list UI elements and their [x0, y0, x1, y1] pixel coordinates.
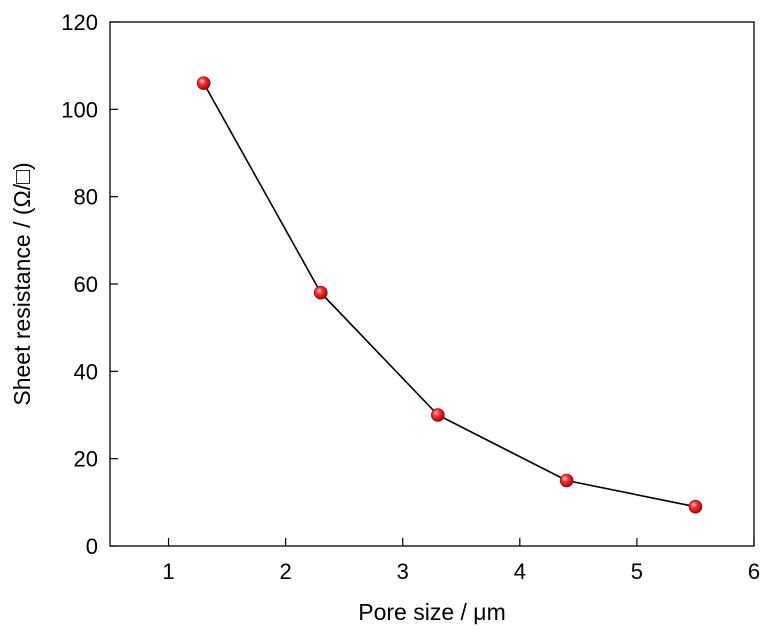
- plot-area-frame: [109, 21, 755, 547]
- x-tick-label: 4: [514, 559, 526, 584]
- data-point-marker: [196, 76, 211, 90]
- y-tick-label: 100: [61, 97, 98, 122]
- x-tick-label: 5: [631, 559, 643, 584]
- y-tick-label: 60: [74, 272, 98, 297]
- x-tick-label: 6: [748, 559, 760, 584]
- data-point-marker: [313, 285, 328, 300]
- x-tick-label: 2: [280, 559, 292, 584]
- x-axis-label: Pore size / μm: [358, 599, 505, 625]
- y-axis-label: Sheet resistance / (Ω/□): [9, 162, 35, 405]
- data-series: [196, 76, 703, 514]
- y-tick-label: 40: [74, 359, 98, 384]
- data-point-marker: [559, 473, 574, 488]
- y-tick-label: 80: [74, 185, 98, 210]
- y-tick-label: 0: [86, 534, 98, 559]
- data-point-marker: [431, 408, 445, 422]
- x-tick-label: 1: [162, 559, 174, 584]
- x-tick-label: 3: [397, 559, 409, 584]
- y-tick-label: 20: [74, 447, 98, 472]
- y-tick-label: 120: [61, 10, 98, 35]
- data-point-marker: [688, 499, 703, 514]
- series-line: [202, 82, 696, 508]
